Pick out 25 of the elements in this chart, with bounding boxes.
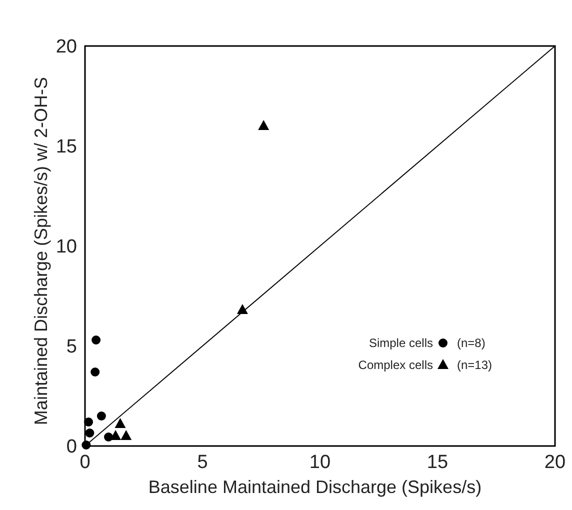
y-tick-label: 20 bbox=[56, 36, 77, 58]
point bbox=[96, 412, 106, 420]
point bbox=[90, 368, 100, 376]
y-axis-title: Maintained Discharge (Spikes/s) w/ 2-OH-S bbox=[31, 76, 51, 426]
annotation: (n=13) bbox=[457, 358, 492, 372]
legend-label: Simple cells bbox=[368, 336, 433, 350]
point bbox=[258, 120, 270, 130]
x-tick-label: 20 bbox=[544, 452, 566, 473]
point bbox=[114, 418, 126, 428]
point bbox=[85, 428, 94, 438]
x-axis-title: Baseline Maintained Discharge (Spikes/s) bbox=[148, 477, 482, 497]
point bbox=[84, 418, 94, 426]
x-tick-label: 10 bbox=[309, 452, 331, 473]
x-tick-label: 15 bbox=[426, 452, 448, 473]
y-tick-label: 15 bbox=[56, 136, 77, 158]
x-tick-label: 5 bbox=[197, 452, 208, 473]
point bbox=[92, 336, 101, 344]
y-tick-label: 10 bbox=[56, 236, 77, 258]
point bbox=[120, 430, 132, 440]
annotation: (n=8) bbox=[457, 336, 486, 350]
point bbox=[110, 430, 122, 440]
y-tick-label: 5 bbox=[66, 336, 77, 358]
y-tick-label: 0 bbox=[66, 436, 77, 458]
legend-label: Complex cells bbox=[358, 358, 433, 372]
x-tick-label: 0 bbox=[80, 452, 90, 473]
